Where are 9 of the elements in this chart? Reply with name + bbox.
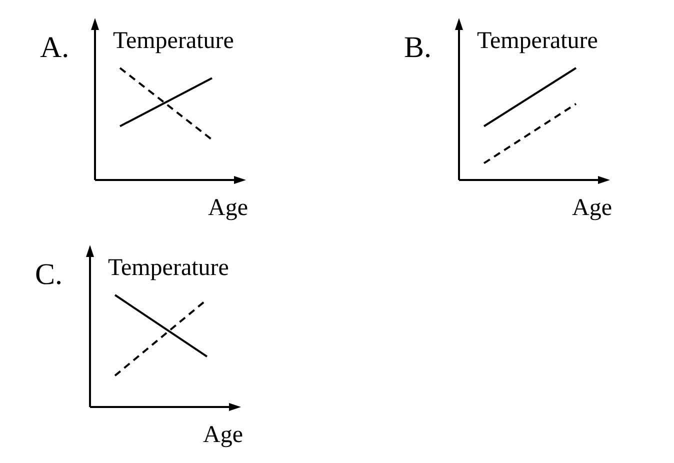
chart-title: A. — [40, 31, 70, 64]
x-axis-title: Age — [208, 195, 248, 221]
chart-title: C. — [35, 258, 63, 291]
x-axis-title: Age — [572, 195, 612, 221]
chart-title: B. — [404, 31, 432, 64]
y-axis-title: Temperature — [113, 28, 234, 54]
y-axis-title: Temperature — [477, 28, 598, 54]
x-axis-title: Age — [203, 422, 243, 448]
y-axis-title: Temperature — [108, 255, 229, 281]
